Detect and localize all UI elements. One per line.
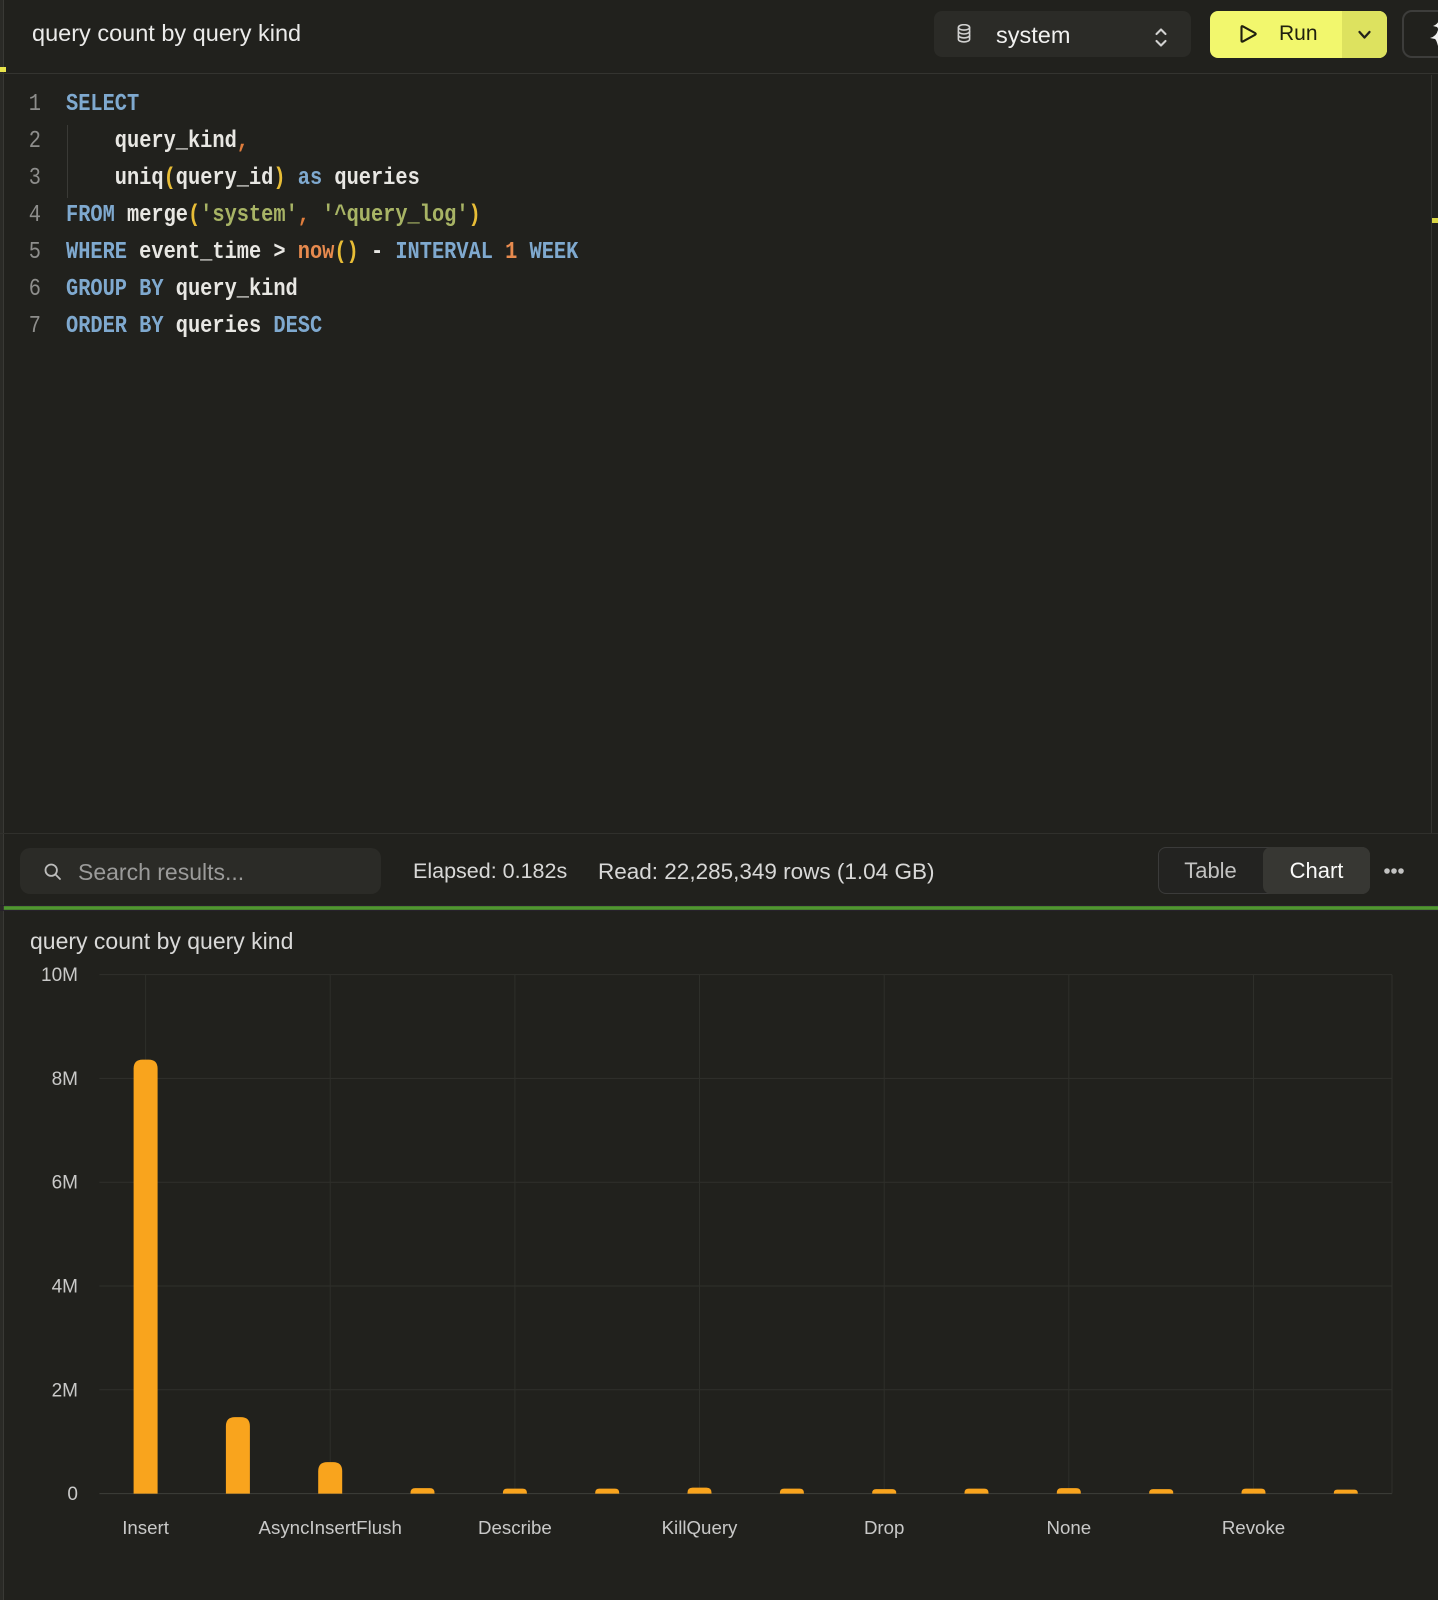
svg-text:0: 0: [67, 1484, 78, 1505]
svg-text:2M: 2M: [52, 1380, 78, 1401]
svg-text:4M: 4M: [52, 1277, 78, 1298]
svg-text:6M: 6M: [52, 1173, 78, 1194]
svg-text:query count by query kind: query count by query kind: [30, 928, 293, 954]
svg-text:Drop: Drop: [864, 1517, 905, 1538]
svg-text:Insert: Insert: [122, 1517, 170, 1538]
svg-text:10M: 10M: [41, 965, 78, 986]
svg-text:None: None: [1046, 1517, 1091, 1538]
svg-text:Revoke: Revoke: [1222, 1517, 1285, 1538]
svg-text:Describe: Describe: [478, 1517, 552, 1538]
svg-text:AsyncInsertFlush: AsyncInsertFlush: [259, 1517, 402, 1538]
svg-text:KillQuery: KillQuery: [662, 1517, 738, 1538]
svg-text:8M: 8M: [52, 1069, 78, 1090]
